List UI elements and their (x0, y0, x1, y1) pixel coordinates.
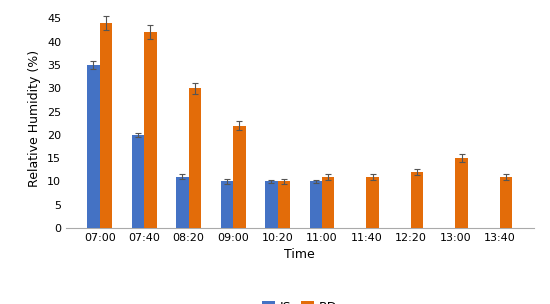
Bar (322, 177, 334, 228)
Legend: IS, RD: IS, RD (257, 295, 342, 304)
Bar (455, 158, 468, 228)
Bar (278, 181, 290, 228)
Y-axis label: Relative Humidity (%): Relative Humidity (%) (29, 50, 41, 187)
Bar (221, 181, 233, 228)
Bar (189, 88, 201, 228)
X-axis label: Time: Time (284, 248, 315, 261)
Bar (87, 65, 100, 228)
Bar (100, 23, 112, 228)
Bar (131, 135, 144, 228)
Bar (411, 172, 424, 228)
Bar (366, 177, 379, 228)
Bar (176, 177, 189, 228)
Bar (310, 181, 322, 228)
Bar (233, 126, 245, 228)
Bar (144, 33, 157, 228)
Bar (500, 177, 512, 228)
Bar (265, 181, 278, 228)
